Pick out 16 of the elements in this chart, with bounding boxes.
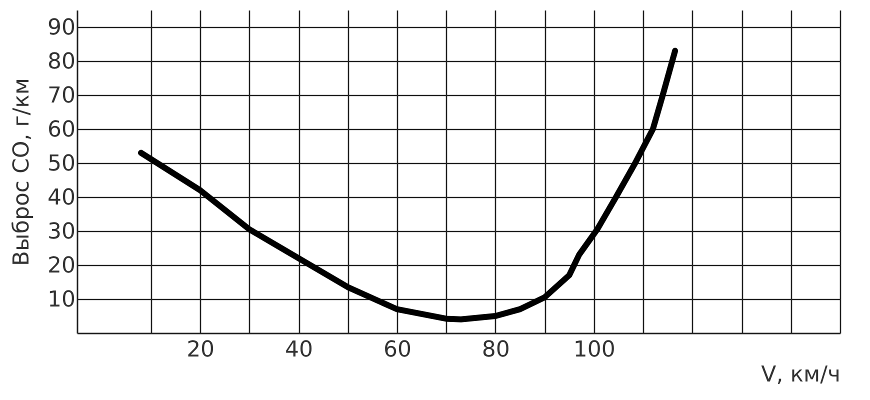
y-axis-title: Выброс CO, г/км (10, 78, 35, 266)
y-tick-label: 80 (48, 50, 76, 74)
x-tick-label: 100 (573, 338, 616, 362)
y-tick-label: 50 (48, 152, 76, 176)
x-tick-label: 20 (186, 338, 215, 362)
y-tick-label: 60 (48, 118, 76, 142)
y-tick-label: 20 (48, 254, 76, 278)
y-tick-label: 70 (48, 84, 76, 108)
y-tick-label: 40 (48, 186, 76, 210)
y-tick-label: 30 (48, 220, 76, 244)
y-tick-label: 90 (48, 16, 76, 40)
x-tick-label: 40 (285, 338, 314, 362)
x-axis-title: V, км/ч (761, 362, 840, 388)
y-tick-label: 10 (48, 288, 76, 312)
x-tick-label: 60 (383, 338, 412, 362)
x-tick-label: 80 (482, 338, 510, 362)
